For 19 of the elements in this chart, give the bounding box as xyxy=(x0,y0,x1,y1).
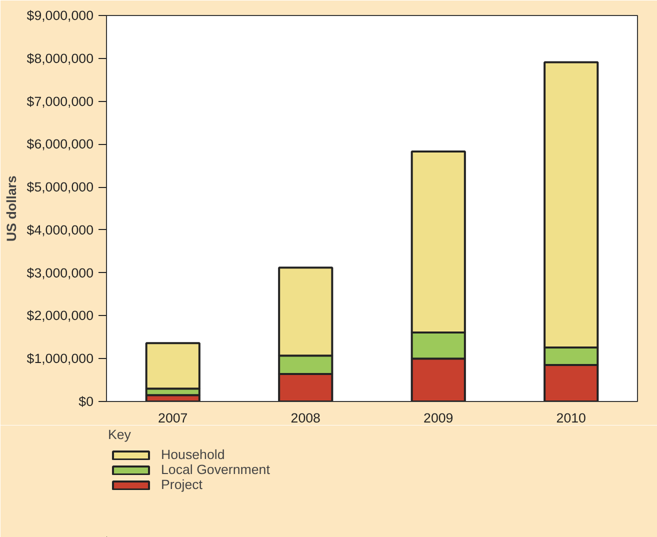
y-tick-label: $5,000,000 xyxy=(26,180,94,195)
x-tick-label: 2008 xyxy=(290,410,320,426)
y-tick-label: $0 xyxy=(78,394,94,409)
x-tick-label: 2010 xyxy=(556,410,586,426)
legend-label: Project xyxy=(161,477,202,492)
legend-title: Key xyxy=(108,427,132,442)
y-tick-label: $7,000,000 xyxy=(26,94,94,109)
x-tick-label: 2009 xyxy=(424,410,454,426)
y-tick-label: $2,000,000 xyxy=(26,308,94,324)
y-tick-label: $4,000,000 xyxy=(26,222,94,238)
y-tick-label: $8,000,000 xyxy=(26,50,94,66)
legend-label: Household xyxy=(161,447,225,462)
legend-label: Local Government xyxy=(161,462,270,477)
x-tick-label: 2007 xyxy=(158,410,188,426)
y-tick-label: $3,000,000 xyxy=(26,265,94,280)
y-tick-label: $6,000,000 xyxy=(26,136,94,152)
y-tick-label: $9,000,000 xyxy=(26,8,94,23)
y-tick-label: $1,000,000 xyxy=(26,351,94,366)
y-axis-title: US dollars xyxy=(4,176,19,242)
